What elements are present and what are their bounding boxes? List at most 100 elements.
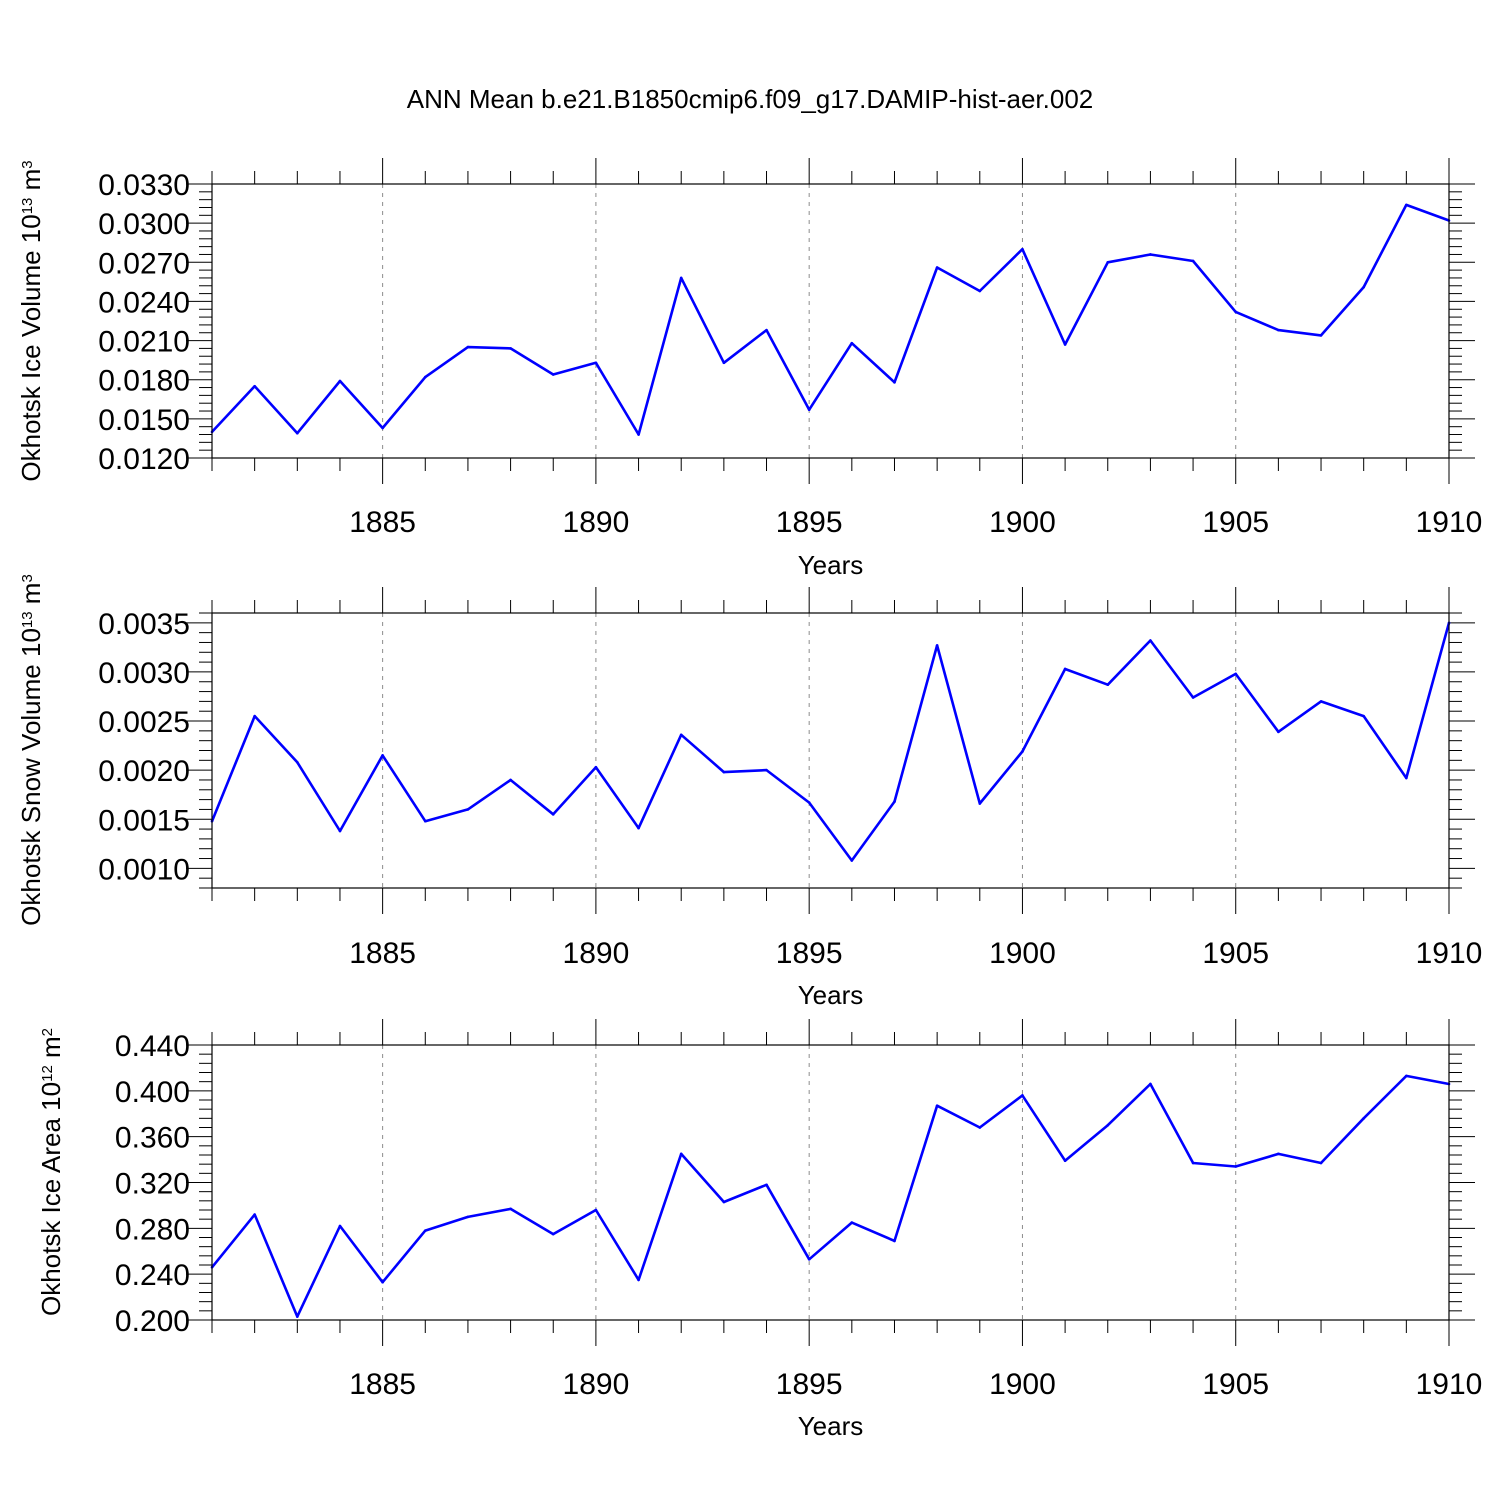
- data-point: [850, 1221, 854, 1224]
- series-line: [210, 1074, 1450, 1318]
- y-tick-label: 0.240: [115, 1259, 190, 1292]
- x-tick-label: 1900: [989, 937, 1056, 970]
- plot-frame: [211, 1044, 1450, 1321]
- x-tick-label: 1895: [776, 937, 843, 970]
- y-axis-label-part: Okhotsk Snow Volume 10: [16, 628, 46, 926]
- data-point: [594, 1208, 598, 1212]
- data-point: [338, 379, 342, 383]
- y-axis-label-part: m: [16, 583, 46, 612]
- data-point: [722, 361, 726, 365]
- data-point: [935, 644, 939, 647]
- y-axis-label: Okhotsk Ice Area 1012 m2: [36, 1028, 66, 1316]
- data-point: [1319, 334, 1323, 337]
- data-point: [1277, 730, 1280, 734]
- data-point: [1063, 667, 1067, 671]
- data-point: [509, 1207, 512, 1211]
- data-point: [594, 765, 598, 769]
- data-point: [423, 1229, 427, 1232]
- data-point: [338, 1224, 342, 1228]
- data-point: [253, 384, 256, 388]
- data-point: [637, 433, 640, 436]
- y-axis-label-part: m: [16, 169, 46, 198]
- y-axis-label-part: Okhotsk Ice Area 10: [36, 1082, 66, 1316]
- data-point: [551, 813, 555, 816]
- plot-frame: [211, 183, 1450, 459]
- data-point: [765, 328, 768, 332]
- data-point: [1319, 1161, 1323, 1165]
- data-point: [1106, 260, 1110, 264]
- y-tick-label: 0.0025: [98, 706, 190, 739]
- x-tick-label: 1885: [349, 506, 416, 539]
- data-point: [381, 1280, 384, 1284]
- data-point: [978, 802, 982, 805]
- data-point: [1106, 683, 1110, 686]
- data-point: [637, 1278, 640, 1282]
- data-point: [807, 801, 811, 804]
- data-point: [1405, 776, 1408, 780]
- y-tick-label: 0.280: [115, 1213, 190, 1246]
- plot-frame: [211, 612, 1450, 889]
- chart-panels: 0.0120 0.0150 0.0180 0.0210 0.0240 0.0270 0.03…: [16, 158, 1482, 1441]
- data-point: [807, 408, 811, 412]
- data-point: [253, 714, 256, 718]
- data-point: [1405, 1074, 1408, 1078]
- x-tick-label: 1890: [563, 1368, 630, 1401]
- data-point: [722, 770, 726, 774]
- data-point: [1021, 247, 1024, 251]
- data-point: [679, 276, 683, 280]
- data-point: [466, 808, 470, 811]
- data-point: [893, 800, 896, 803]
- data-point: [1191, 1161, 1195, 1165]
- y-axis-label-part: 13: [19, 611, 36, 628]
- x-tick-label: 1910: [1416, 506, 1483, 539]
- x-tick-label: 1905: [1202, 937, 1269, 970]
- data-point: [1106, 1123, 1110, 1127]
- data-point: [1063, 343, 1067, 346]
- x-tick-label: 1885: [349, 1368, 416, 1401]
- x-axis-label: Years: [798, 980, 864, 1010]
- series-line: [211, 203, 1450, 436]
- data-point: [850, 859, 854, 862]
- y-tick-label: 0.0240: [98, 286, 190, 319]
- data-point: [1149, 1082, 1152, 1086]
- data-point: [1063, 1159, 1067, 1163]
- data-point: [296, 1315, 299, 1318]
- data-point: [1149, 639, 1152, 642]
- y-tick-label: 0.0180: [98, 365, 190, 398]
- y-tick-label: 0.0270: [98, 247, 190, 280]
- data-point: [466, 1215, 470, 1219]
- data-point: [253, 1213, 256, 1216]
- data-point: [1319, 700, 1323, 703]
- x-tick-label: 1900: [989, 1368, 1056, 1401]
- y-axis-label: Okhotsk Snow Volume 1013 m3: [16, 574, 46, 926]
- x-tick-label: 1890: [563, 937, 630, 970]
- data-point: [850, 341, 854, 345]
- y-axis-label-part: 3: [19, 160, 36, 168]
- data-point: [1362, 1117, 1365, 1120]
- data-point: [1362, 285, 1365, 289]
- y-tick-label: 0.360: [115, 1122, 190, 1155]
- x-axis-label: Years: [798, 550, 864, 580]
- y-axis-label-part: Okhotsk Ice Volume 10: [16, 214, 46, 481]
- x-tick-label: 1910: [1416, 1368, 1483, 1401]
- data-point: [935, 1104, 939, 1108]
- data-point: [466, 345, 470, 349]
- data-point: [509, 347, 512, 350]
- y-tick-label: 0.0300: [98, 208, 190, 241]
- y-tick-label: 0.200: [115, 1305, 190, 1338]
- data-point: [1191, 259, 1195, 263]
- y-axis-label-part: 3: [19, 574, 36, 582]
- x-tick-label: 1910: [1416, 937, 1483, 970]
- x-axis-label: Years: [798, 1411, 864, 1441]
- data-point: [551, 1232, 555, 1236]
- data-point: [893, 1239, 896, 1243]
- x-tick-label: 1895: [776, 1368, 843, 1401]
- y-tick-label: 0.0020: [98, 755, 190, 788]
- data-point: [296, 431, 299, 435]
- y-tick-label: 0.0120: [98, 443, 190, 476]
- chart-panel-2: 0.0010 0.0015 0.0020 0.0025 0.0030 0.0035 1885…: [16, 574, 1482, 1010]
- data-point: [1234, 672, 1238, 676]
- data-point: [423, 819, 427, 823]
- figure-title: ANN Mean b.e21.B1850cmip6.f09_g17.DAMIP-…: [407, 84, 1094, 114]
